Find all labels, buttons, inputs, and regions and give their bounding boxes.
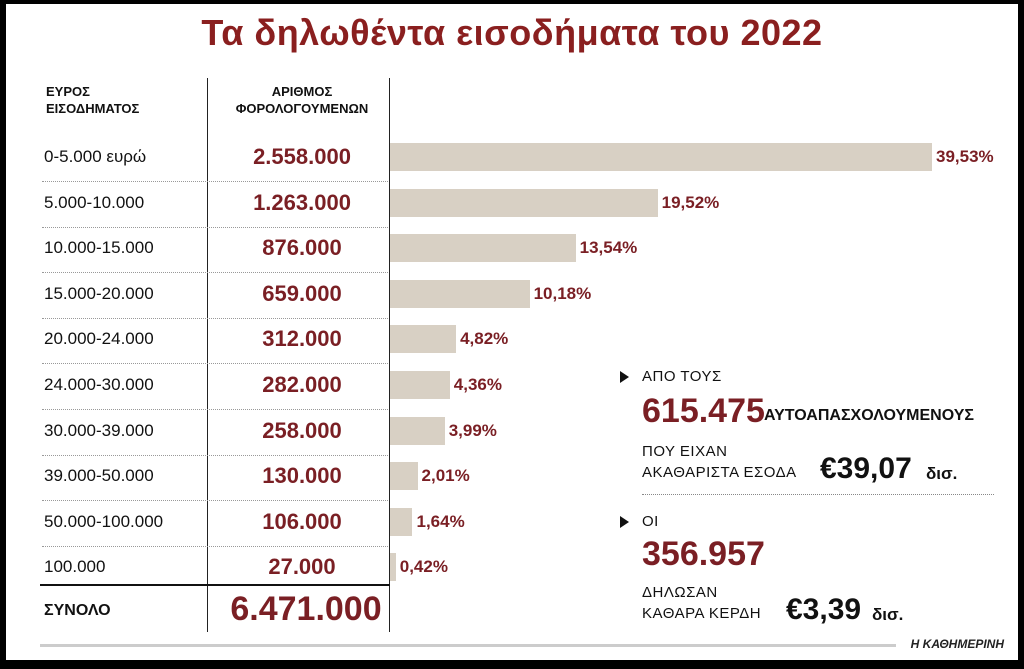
percentage-label: 2,01% (421, 466, 470, 486)
range-label: 39.000-50.000 (44, 466, 154, 486)
count-header-line2: ΦΟΡΟΛΟΓΟΥΜΕΝΩΝ (235, 101, 369, 116)
range-label: 20.000-24.000 (44, 329, 154, 349)
annotation-1-number: 615.475 (642, 392, 765, 430)
column-divider-2 (389, 78, 390, 632)
row-separator (42, 409, 388, 410)
taxpayer-count: 659.000 (262, 280, 342, 306)
infographic: Τα δηλωθέντα εισοδήματα του 2022 ΕΥΡΟΣ Ε… (6, 4, 1018, 660)
range-header-line2: ΕΙΣΟΔΗΜΑΤΟΣ (46, 101, 140, 116)
annotation-1-bold-text: ΑΥΤΟΑΠΑΣΧΟΛΟΥΜΕΝΟΥΣ (764, 407, 974, 424)
publisher-brand: Η ΚΑΘΗΜΕΡΙΝΗ (910, 637, 1004, 651)
percentage-label: 39,53% (936, 147, 994, 166)
annotation-divider (642, 494, 994, 495)
taxpayer-count: 130.000 (262, 463, 342, 489)
annotation-2-number: 356.957 (642, 535, 765, 573)
bar (390, 325, 457, 354)
percentage-label: 1,64% (416, 511, 465, 531)
chart-title: Τα δηλωθέντα εισοδήματα του 2022 (201, 12, 823, 53)
row-separator (42, 272, 388, 274)
taxpayer-count: 106.000 (262, 508, 342, 534)
annotation-2-intro: ΟΙ (642, 513, 659, 530)
footer-rule (40, 644, 896, 647)
bar (390, 143, 932, 171)
row-separator (42, 181, 388, 182)
taxpayer-count: 1.263.000 (253, 189, 351, 215)
bar (390, 507, 413, 536)
total-divider (40, 584, 390, 586)
taxpayer-count: 2.558.000 (253, 144, 351, 169)
range-label: 100.000 (44, 557, 106, 577)
row-separator (42, 226, 388, 228)
percentage-label: 3,99% (448, 420, 497, 440)
annotation-1-line1: ΠΟΥ ΕΙΧΑΝ (642, 443, 728, 460)
percentage-label: 10,18% (533, 283, 592, 303)
bar (390, 553, 396, 582)
total-value: 6.471.000 (230, 590, 382, 628)
bar (390, 416, 445, 445)
taxpayer-count: 876.000 (262, 235, 342, 261)
percentage-label: 4,82% (460, 329, 509, 349)
annotation-1-line2: ΑΚΑΘΑΡΙΣΤΑ ΕΣΟΔΑ (642, 464, 797, 481)
bar (390, 279, 530, 308)
triangle-bullet-icon (620, 371, 629, 383)
column-divider-1 (207, 78, 208, 632)
triangle-bullet-icon (620, 516, 629, 528)
count-header-line1: ΑΡΙΘΜΟΣ (271, 84, 333, 99)
bar (390, 188, 658, 217)
annotation-2-line1: ΔΗΛΩΣΑΝ (642, 584, 718, 601)
range-label: 0-5.000 ευρώ (44, 147, 147, 166)
annotation-1-unit: δισ. (926, 464, 958, 483)
annotation-2-line2: ΚΑΘΑΡΑ ΚΕΡΔΗ (642, 605, 762, 622)
range-label: 5.000-10.000 (44, 192, 145, 212)
count-header: ΑΡΙΘΜΟΣ ΦΟΡΟΛΟΓΟΥΜΕΝΩΝ (218, 83, 386, 117)
row-separator (42, 454, 388, 456)
taxpayer-count: 312.000 (262, 326, 342, 352)
taxpayer-count: 258.000 (262, 417, 342, 443)
bar (390, 462, 418, 491)
taxpayer-count: 282.000 (262, 372, 342, 397)
row-separator (42, 545, 388, 547)
bar (390, 234, 576, 263)
percentage-label: 19,52% (661, 192, 720, 212)
total-label: ΣΥΝΟΛΟ (44, 602, 111, 619)
taxpayer-count: 27.000 (268, 554, 336, 580)
annotation-2-unit: δισ. (872, 605, 904, 624)
annotation-1-amount: €39,07 (820, 452, 912, 485)
range-label: 50.000-100.000 (44, 511, 164, 531)
annotation-2-amount: €3,39 (786, 593, 862, 626)
percentage-label: 4,36% (453, 375, 502, 394)
bar (390, 371, 450, 399)
range-header: ΕΥΡΟΣ ΕΙΣΟΔΗΜΑΤΟΣ (46, 83, 139, 117)
range-label: 24.000-30.000 (44, 375, 154, 394)
row-separator (42, 317, 388, 319)
range-label: 15.000-20.000 (44, 283, 154, 303)
range-header-line1: ΕΥΡΟΣ (46, 84, 90, 99)
range-label: 10.000-15.000 (44, 238, 154, 258)
annotation-1-intro: ΑΠΟ ΤΟΥΣ (642, 368, 722, 385)
range-label: 30.000-39.000 (44, 420, 154, 440)
percentage-label: 13,54% (579, 238, 638, 258)
row-separator (42, 500, 388, 502)
row-separator (42, 363, 388, 365)
percentage-label: 0,42% (399, 557, 448, 577)
